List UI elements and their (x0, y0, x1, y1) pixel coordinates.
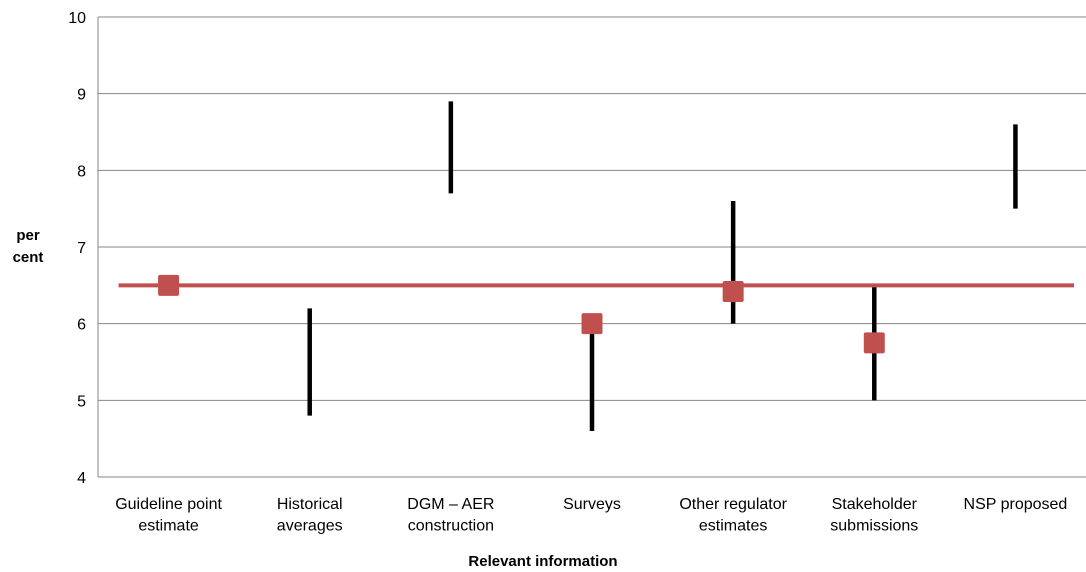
y-tick-label-8: 8 (77, 163, 86, 180)
x-category-label: Historical averages (277, 496, 343, 535)
x-axis-title: Relevant information (468, 553, 617, 570)
point-marker (158, 274, 180, 296)
y-tick-label-4: 4 (77, 470, 86, 487)
y-tick-label-10: 10 (68, 10, 86, 27)
y-tick-label-9: 9 (77, 87, 86, 104)
x-category-label: DGM – AER construction (407, 496, 494, 535)
point-marker (722, 280, 744, 302)
y-tick-label-6: 6 (77, 317, 86, 334)
y-tick-label-7: 7 (77, 240, 86, 257)
y-axis-title: per cent (13, 227, 44, 266)
x-category-label: Guideline point estimate (115, 496, 222, 535)
y-tick-label-5: 5 (77, 393, 86, 410)
x-category-label: Surveys (563, 496, 621, 513)
point-marker (581, 313, 603, 335)
x-category-label: Other regulator estimates (679, 496, 787, 535)
x-category-label: Stakeholder submissions (830, 496, 918, 535)
x-category-label: NSP proposed (964, 496, 1068, 513)
point-marker (863, 332, 885, 354)
